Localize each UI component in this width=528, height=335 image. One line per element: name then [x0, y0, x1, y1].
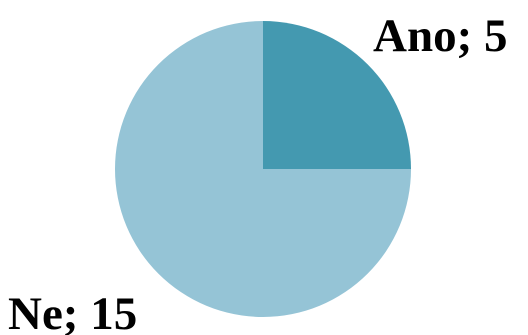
slice-label-ano: Ano; 5 [373, 10, 507, 62]
pie-slice-ano [263, 21, 411, 169]
pie-slices [115, 21, 411, 317]
slice-label-ne: Ne; 15 [8, 288, 137, 335]
pie-slice-ne [115, 21, 411, 317]
